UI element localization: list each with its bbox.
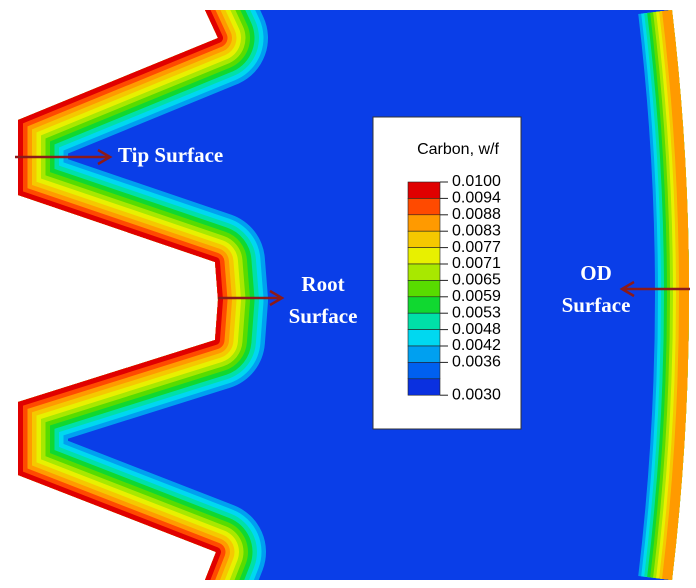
contour-band <box>662 10 689 580</box>
legend-swatch <box>407 345 441 363</box>
root-label: Root <box>301 272 344 296</box>
legend-label: 0.0053 <box>452 304 501 321</box>
legend-label: 0.0100 <box>452 173 501 190</box>
legend-box <box>372 116 522 430</box>
legend-label: 0.0065 <box>452 272 501 289</box>
od-arrow <box>619 280 690 298</box>
legend-swatch <box>407 312 441 330</box>
legend-swatch <box>407 214 441 232</box>
legend-label: 0.0048 <box>452 321 501 338</box>
legend-label: 0.0059 <box>452 288 501 305</box>
legend-swatch <box>407 362 441 380</box>
od-label: OD <box>580 261 612 285</box>
legend-label: 0.0088 <box>452 206 501 223</box>
legend-swatch <box>407 329 441 347</box>
legend-swatch <box>407 263 441 281</box>
legend-swatch <box>407 378 441 396</box>
legend-swatch <box>407 230 441 248</box>
legend-label: 0.0083 <box>452 222 501 239</box>
legend-swatch <box>407 198 441 216</box>
od-label: Surface <box>562 293 631 317</box>
tip-arrow <box>15 148 113 166</box>
legend-label: 0.0071 <box>452 255 501 272</box>
legend-label: 0.0042 <box>452 337 501 354</box>
tip-label: Tip Surface <box>118 143 223 167</box>
legend-label: 0.0030 <box>452 386 501 403</box>
legend-title: Carbon, w/f <box>417 141 499 158</box>
legend-swatch <box>407 280 441 298</box>
arrows <box>15 148 690 307</box>
legend-swatch <box>407 247 441 265</box>
legend-swatch <box>407 296 441 314</box>
legend-label: 0.0077 <box>452 239 501 256</box>
legend-swatch <box>407 181 441 199</box>
root-arrow <box>218 289 285 307</box>
legend: Carbon, w/f 0.01000.00940.00880.00830.00… <box>372 116 522 430</box>
legend-scale: 0.01000.00940.00880.00830.00770.00710.00… <box>407 173 501 403</box>
root-label: Surface <box>289 304 358 328</box>
legend-label: 0.0036 <box>452 354 501 371</box>
legend-label: 0.0094 <box>452 190 501 207</box>
